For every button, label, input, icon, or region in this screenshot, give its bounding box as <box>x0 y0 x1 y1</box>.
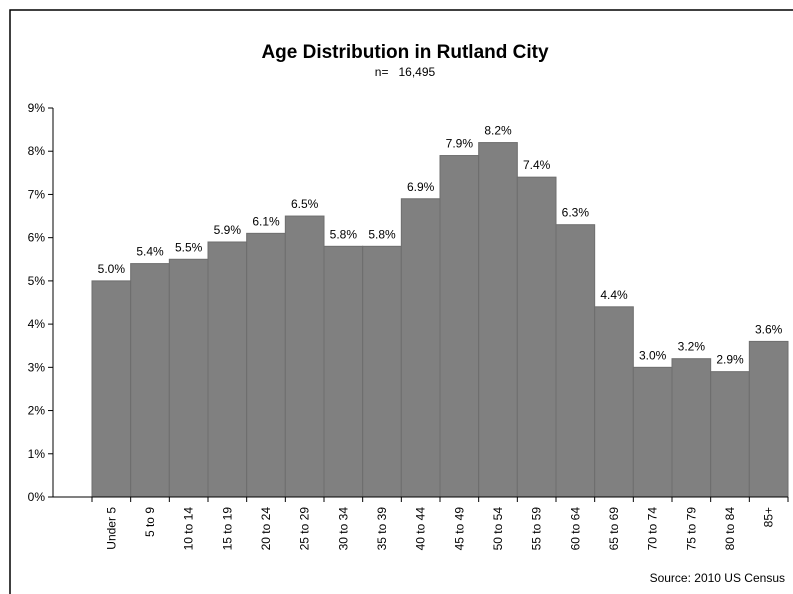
value-label: 5.4% <box>136 245 164 259</box>
y-tick-label: 4% <box>28 317 46 331</box>
y-tick-label: 1% <box>28 447 46 461</box>
x-tick-label: 35 to 39 <box>375 507 389 551</box>
value-label: 7.9% <box>446 137 474 151</box>
value-label: 6.9% <box>407 180 435 194</box>
bar <box>91 280 132 498</box>
y-tick-label: 8% <box>28 144 46 158</box>
bar <box>323 245 364 498</box>
bar <box>516 176 557 498</box>
x-tick-label: 5 to 9 <box>143 507 157 537</box>
x-tick-label: 30 to 34 <box>336 507 350 551</box>
value-label: 5.0% <box>98 262 126 276</box>
bar <box>594 306 634 498</box>
value-label: 4.4% <box>600 288 628 302</box>
x-tick-label: 70 to 74 <box>646 507 660 551</box>
y-tick-label: 6% <box>28 231 46 245</box>
value-label: 8.2% <box>484 124 512 138</box>
value-label: 5.8% <box>368 227 396 241</box>
bar <box>362 245 402 498</box>
value-label: 6.3% <box>562 206 590 220</box>
value-label: 6.5% <box>291 197 319 211</box>
x-tick-label: 75 to 79 <box>684 507 698 551</box>
x-tick-label: 65 to 69 <box>607 507 621 551</box>
x-tick-label: 80 to 84 <box>723 507 737 551</box>
value-label: 5.9% <box>214 223 242 237</box>
value-label: 5.5% <box>175 240 203 254</box>
y-tick-label: 5% <box>28 274 46 288</box>
y-tick-label: 7% <box>28 187 46 201</box>
value-label: 5.8% <box>330 227 358 241</box>
value-label: 3.0% <box>639 348 667 362</box>
x-tick-label: Under 5 <box>104 507 118 550</box>
x-tick-label: 10 to 14 <box>182 507 196 551</box>
bar <box>632 366 673 498</box>
value-label: 7.4% <box>523 158 551 172</box>
bar <box>748 340 789 498</box>
bar <box>439 155 480 498</box>
x-tick-label: 25 to 29 <box>298 507 312 551</box>
bar <box>555 224 596 498</box>
bar <box>168 258 209 498</box>
bar <box>130 263 170 498</box>
value-label: 6.1% <box>252 214 280 228</box>
value-label: 2.9% <box>716 353 744 367</box>
bar <box>207 241 248 498</box>
y-tick-label: 2% <box>28 404 46 418</box>
value-label: 3.2% <box>678 340 706 354</box>
x-tick-label: 45 to 49 <box>452 507 466 551</box>
x-tick-label: 15 to 19 <box>220 507 234 551</box>
bar <box>246 232 286 498</box>
source-note: Source: 2010 US Census <box>650 571 785 585</box>
bar <box>400 198 441 498</box>
chart-subtitle: n= 16,495 <box>375 65 436 79</box>
y-tick-label: 9% <box>28 101 46 115</box>
bar <box>478 142 518 498</box>
x-tick-label: 60 to 64 <box>568 507 582 551</box>
x-tick-label: 85+ <box>762 507 776 527</box>
chart-frame <box>9 9 793 594</box>
value-label: 3.6% <box>755 322 783 336</box>
bar <box>284 215 325 498</box>
y-tick-label: 3% <box>28 360 46 374</box>
bar <box>710 371 750 498</box>
chart-title: Age Distribution in Rutland City <box>261 42 549 63</box>
y-tick-label: 0% <box>28 490 46 504</box>
bar <box>671 358 712 498</box>
x-tick-label: 55 to 59 <box>530 507 544 551</box>
x-tick-label: 50 to 54 <box>491 507 505 551</box>
x-tick-label: 20 to 24 <box>259 507 273 551</box>
x-tick-label: 40 to 44 <box>414 507 428 551</box>
